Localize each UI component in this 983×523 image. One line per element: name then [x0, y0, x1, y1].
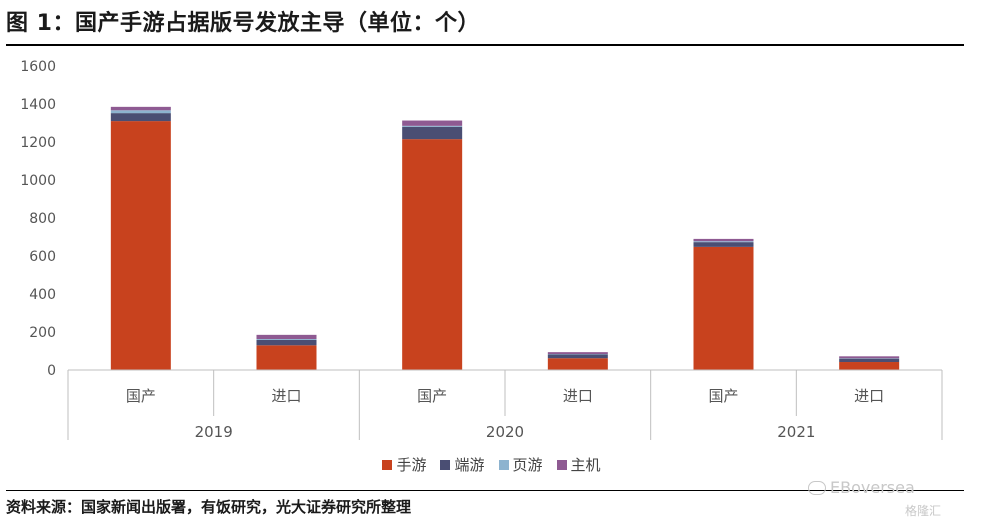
legend-swatch — [440, 459, 451, 470]
source-note: 资料来源：国家新闻出版署，有饭研究，光大证券研究所整理 — [6, 498, 412, 516]
y-tick-label: 1600 — [20, 59, 56, 75]
watermark-sub: 格隆汇 — [905, 504, 942, 518]
bar-segment — [693, 242, 754, 247]
bar-segment — [402, 120, 463, 126]
category-label: 国产 — [126, 387, 156, 405]
bar-segment — [547, 354, 608, 359]
bar-segment — [693, 241, 754, 243]
legend-swatch — [382, 459, 393, 470]
bar-segment — [256, 345, 317, 370]
category-label: 进口 — [854, 387, 884, 405]
source-rule — [6, 490, 964, 491]
legend-label: 手游 — [396, 456, 427, 474]
legend-label: 端游 — [454, 456, 485, 474]
chart-legend: 手游 端游 页游 主机 — [0, 454, 983, 475]
y-tick-label: 800 — [29, 211, 56, 227]
legend-swatch — [556, 459, 567, 470]
y-tick-label: 1400 — [20, 97, 56, 113]
category-label: 国产 — [708, 387, 738, 405]
category-label: 国产 — [417, 387, 447, 405]
legend-item: 手游 — [382, 454, 426, 475]
legend-item: 端游 — [440, 454, 485, 475]
bar-segment — [547, 358, 608, 370]
watermark-text: EBoversea — [830, 478, 915, 497]
bar-segment — [256, 339, 317, 340]
bar-segment — [693, 238, 754, 242]
bar-segment — [402, 139, 463, 370]
watermark: EBoversea — [808, 478, 915, 497]
figure-title: 图 1：国产手游占据版号发放主导（单位：个） — [6, 11, 480, 36]
legend-label: 主机 — [570, 456, 601, 474]
category-label: 进口 — [563, 387, 593, 405]
bar-segment — [402, 126, 463, 140]
group-label: 2020 — [486, 423, 524, 441]
bar-segment — [693, 246, 754, 370]
y-tick-label: 400 — [29, 287, 56, 303]
y-tick-label: 1000 — [20, 173, 56, 189]
bar-segment — [110, 106, 171, 111]
bar-segment — [839, 356, 900, 359]
legend-item: 主机 — [556, 454, 601, 475]
y-tick-label: 1200 — [20, 135, 56, 151]
group-label: 2019 — [195, 423, 233, 441]
wechat-icon — [808, 480, 826, 495]
category-label: 进口 — [271, 387, 301, 405]
legend-item: 页游 — [498, 454, 543, 475]
title-rule — [6, 44, 964, 46]
legend-swatch — [498, 459, 509, 470]
bar-segment — [110, 121, 171, 370]
bar-segment — [110, 113, 171, 122]
bar-segment — [402, 125, 463, 127]
bar-segment — [839, 362, 900, 370]
legend-label: 页游 — [512, 456, 543, 474]
y-tick-label: 600 — [29, 249, 56, 265]
bar-segment — [839, 358, 900, 363]
group-label: 2021 — [777, 423, 815, 441]
y-tick-label: 0 — [47, 363, 56, 379]
bar-segment — [110, 110, 171, 114]
bar-segment — [256, 334, 317, 340]
stacked-bar-chart: 0 200 400 600 800 1000 1200 1400 1600 国产 进口 国产 进口 国产 进… — [20, 59, 943, 441]
bar-segment — [256, 339, 317, 346]
y-tick-label: 200 — [29, 325, 56, 341]
bar-segment — [547, 352, 608, 355]
